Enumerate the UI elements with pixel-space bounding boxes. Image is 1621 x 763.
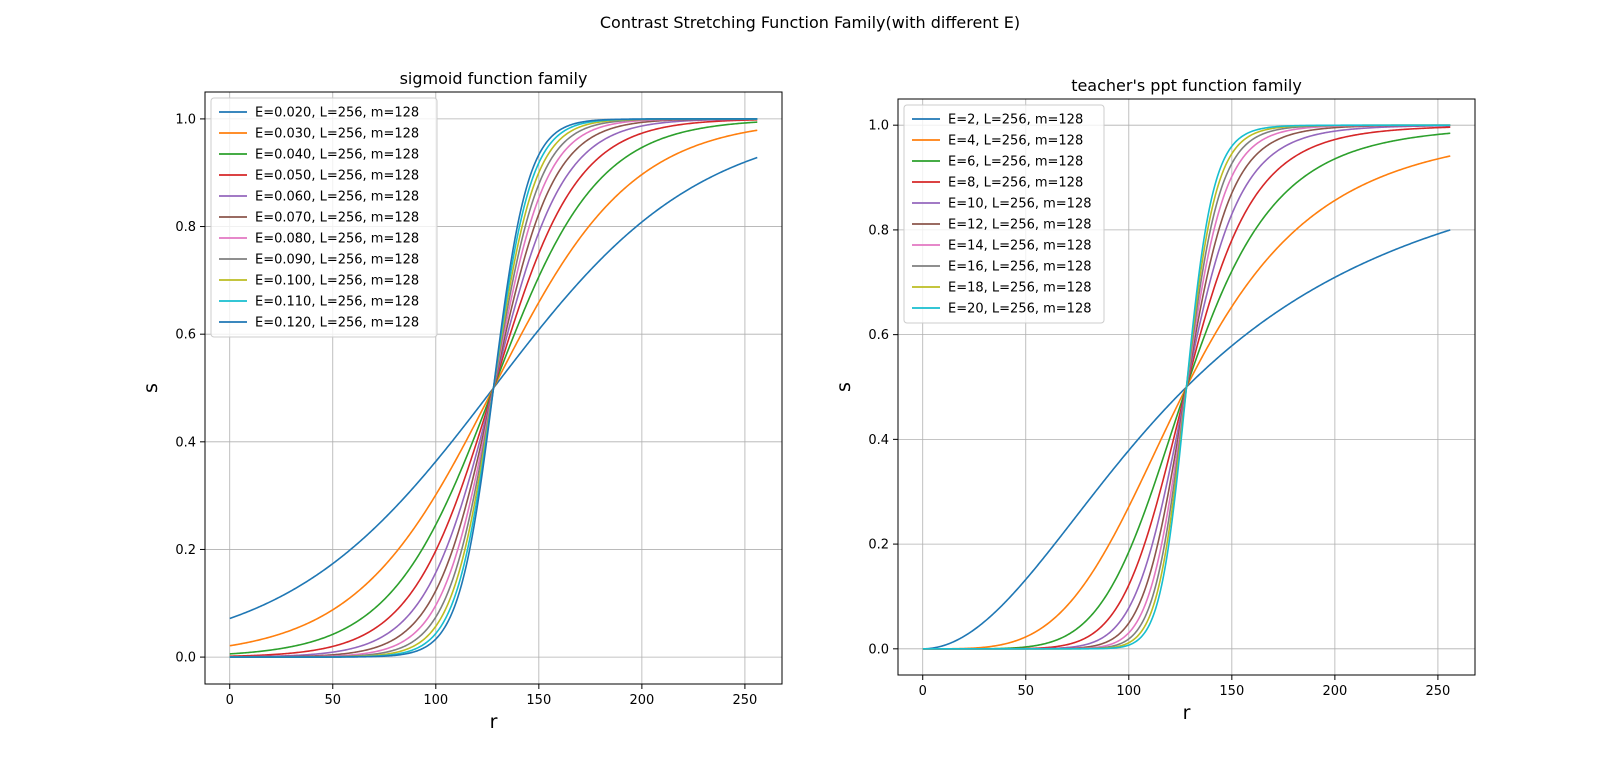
series-lines (229, 118, 758, 658)
x-tick-label: 200 (1322, 684, 1347, 699)
legend-box (210, 97, 438, 338)
x-tick-label: 150 (1219, 684, 1244, 699)
x-tick-label: 100 (1116, 684, 1141, 699)
legend-entry: E=18, L=256, m=128 (948, 281, 1092, 296)
legend-entry: E=20, L=256, m=128 (948, 302, 1092, 317)
x-tick-label: 200 (629, 693, 654, 708)
x-tick-label: 50 (1017, 684, 1034, 699)
series-line (922, 124, 1451, 650)
legend-entry: E=4, L=256, m=128 (948, 134, 1083, 149)
legend-entry: E=14, L=256, m=128 (948, 239, 1092, 254)
y-tick-label: 0.4 (175, 435, 196, 450)
x-tick-label: 250 (1425, 684, 1450, 699)
axes-frame (897, 98, 1476, 676)
legend-entry: E=12, L=256, m=128 (948, 218, 1092, 233)
y-axis-ticks: 0.0 0.2 0.4 0.6 0.8 1.0 (175, 112, 205, 666)
y-axis-ticks: 0.0 0.2 0.4 0.6 0.8 1.0 (868, 119, 898, 657)
x-axis-label: r (1183, 702, 1191, 724)
y-tick-label: 0.8 (868, 223, 889, 238)
x-axis-ticks: 0 50 100 150 200 250 (226, 684, 757, 708)
legend-entry: E=0.090, L=256, m=128 (255, 253, 419, 268)
legend-entry: E=8, L=256, m=128 (948, 176, 1083, 191)
x-tick-label: 250 (732, 693, 757, 708)
legend-entry: E=0.070, L=256, m=128 (255, 211, 419, 226)
figure-suptitle: Contrast Stretching Function Family(with… (600, 13, 1020, 32)
legend-entry: E=0.050, L=256, m=128 (255, 169, 419, 184)
y-tick-label: 0.6 (868, 328, 889, 343)
y-axis-label: s (833, 382, 855, 392)
y-tick-label: 0.0 (175, 651, 196, 666)
y-tick-label: 1.0 (868, 119, 889, 134)
x-tick-label: 50 (324, 693, 341, 708)
y-tick-label: 0.2 (868, 538, 889, 553)
legend-entry: E=16, L=256, m=128 (948, 260, 1092, 275)
series-line (229, 118, 758, 658)
y-tick-label: 0.4 (868, 433, 889, 448)
legend: E=2, L=256, m=128 E=4, L=256, m=128 E=6, L… (903, 104, 1105, 324)
legend-entry: E=0.030, L=256, m=128 (255, 127, 419, 142)
x-tick-label: 100 (423, 693, 448, 708)
y-tick-label: 0.2 (175, 543, 196, 558)
x-tick-label: 150 (526, 693, 551, 708)
y-tick-label: 0.0 (868, 642, 889, 657)
y-tick-label: 0.6 (175, 328, 196, 343)
x-axis-ticks: 0 50 100 150 200 250 (919, 675, 1450, 699)
legend-entry: E=2, L=256, m=128 (948, 113, 1083, 128)
y-tick-label: 0.8 (175, 220, 196, 235)
legend-entry: E=0.110, L=256, m=128 (255, 295, 419, 310)
series-lines (922, 124, 1451, 650)
legend: E=0.020, L=256, m=128 E=0.030, L=256, m=1… (210, 97, 438, 338)
legend-entry: E=0.040, L=256, m=128 (255, 148, 419, 163)
legend-entry: E=6, L=256, m=128 (948, 155, 1083, 170)
x-tick-label: 0 (919, 684, 927, 699)
legend-entry: E=0.020, L=256, m=128 (255, 106, 419, 121)
y-tick-label: 1.0 (175, 112, 196, 127)
subplot-teachers-ppt: 0 50 100 150 200 250 0.0 0.2 0.4 0.6 0.8 1.0 teacher… (833, 76, 1476, 724)
legend-entry: E=0.080, L=256, m=128 (255, 232, 419, 247)
legend-entry: E=10, L=256, m=128 (948, 197, 1092, 212)
legend-entry: E=0.060, L=256, m=128 (255, 190, 419, 205)
x-tick-label: 0 (226, 693, 234, 708)
subplot-title: teacher's ppt function family (1071, 76, 1302, 95)
subplot-sigmoid: 0 50 100 150 200 250 0.0 0.2 0.4 0.6 0.8 1.0 sigmoid… (140, 69, 783, 733)
subplot-title: sigmoid function family (400, 69, 588, 88)
y-axis-label: s (140, 383, 162, 393)
legend-box (903, 104, 1105, 324)
legend-entry: E=0.100, L=256, m=128 (255, 274, 419, 289)
x-axis-label: r (490, 711, 498, 733)
axes-frame (204, 91, 783, 685)
legend-entry: E=0.120, L=256, m=128 (255, 316, 419, 331)
